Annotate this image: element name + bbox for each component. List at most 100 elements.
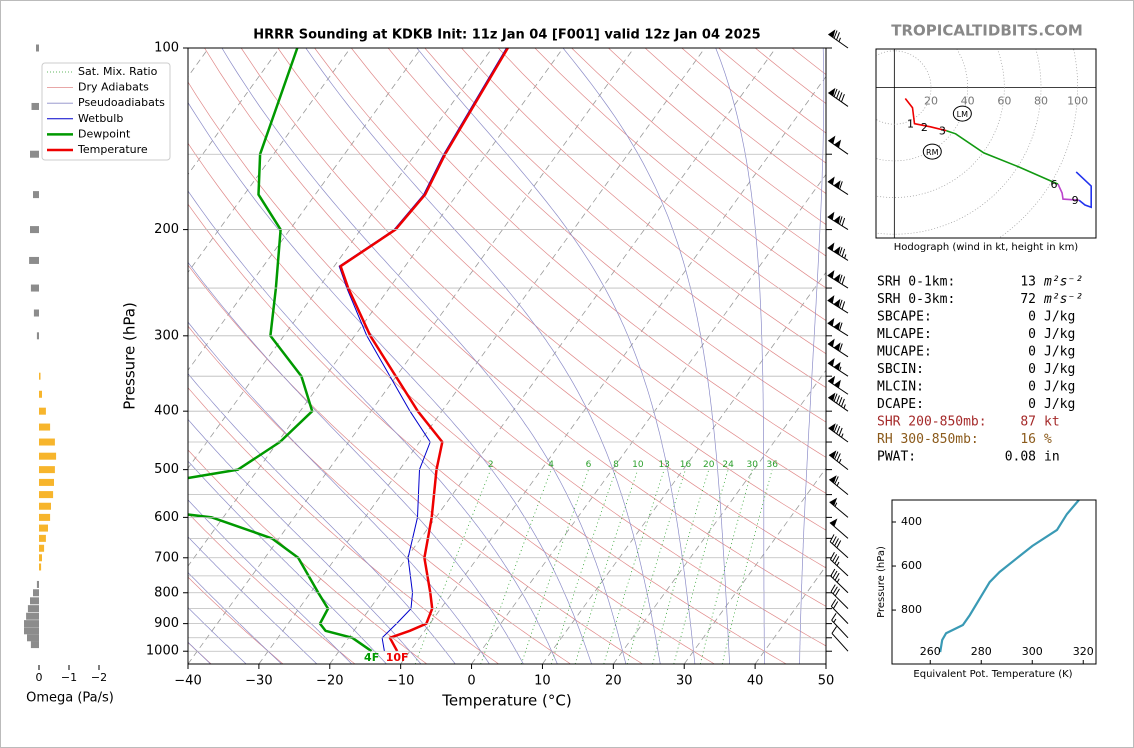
barb-full	[832, 554, 838, 562]
barb-staff	[828, 454, 849, 471]
hodo-ring-label: 100	[1067, 95, 1088, 108]
y-tick-label: 500	[154, 462, 179, 477]
omega-bar	[27, 634, 39, 642]
barb-flag	[828, 423, 836, 432]
surface-label: 4F	[364, 651, 379, 664]
wind-barb	[830, 552, 849, 577]
isotherm	[188, 48, 280, 176]
isotherm	[329, 48, 777, 664]
barb-flag	[833, 180, 841, 189]
mixing-ratio-line	[626, 469, 686, 664]
plot-frame	[187, 47, 827, 665]
barb-staff	[830, 606, 849, 624]
wind-barb	[827, 338, 849, 358]
barb-full	[831, 536, 837, 544]
pseudoadiabat	[188, 321, 490, 664]
mixing-ratio-label: 20	[703, 460, 715, 470]
mixing-ratio-label: 13	[658, 460, 669, 470]
barb-flag	[827, 270, 835, 279]
thetae-line	[939, 500, 1080, 653]
thetae-x-label: Equivalent Pot. Temperature (K)	[913, 669, 1072, 680]
barb-full	[830, 584, 836, 592]
wind-barb	[829, 534, 849, 559]
hodo-line	[904, 98, 947, 132]
mixing-ratio-label: 30	[747, 460, 759, 470]
barb-half	[838, 458, 842, 464]
stat-unit: J/kg	[1044, 362, 1075, 377]
dry-adiabat	[188, 264, 643, 664]
barb-full	[839, 322, 843, 331]
omega-bar	[30, 226, 39, 234]
wind-barb	[830, 599, 849, 624]
barb-flag	[827, 358, 835, 367]
mixing-ratio-line	[721, 469, 773, 664]
dry-adiabat	[461, 48, 826, 355]
stat-label: SRH 0-3km:	[877, 292, 955, 307]
barb-full	[836, 90, 840, 99]
stat-label: SHR 200-850mb:	[877, 415, 987, 430]
x-tick-label: 10	[534, 674, 551, 689]
barb-full	[834, 476, 839, 485]
stat-label: MLCIN:	[877, 380, 924, 395]
barb-half	[841, 433, 844, 438]
stat-label: MUCAPE:	[877, 345, 932, 360]
stat-value: 0	[1028, 327, 1036, 342]
y-tick-label: 1000	[146, 644, 179, 659]
omega-bar	[36, 332, 39, 340]
isotherm	[542, 271, 826, 664]
hodo-height-label: 1	[907, 118, 914, 131]
barb-full	[841, 248, 846, 257]
omega-bar	[33, 191, 39, 199]
wind-barb	[827, 176, 849, 196]
x-axis-label: Temperature (°C)	[441, 692, 571, 710]
wind-barb	[831, 626, 849, 652]
barb-full	[830, 599, 837, 607]
omega-axis-label: Omega (Pa/s)	[26, 691, 114, 706]
stat-unit: J/kg	[1044, 397, 1075, 412]
hodo-height-label: 2	[921, 121, 928, 134]
wind-barb	[827, 358, 849, 377]
pseudoadiabat	[799, 48, 825, 664]
barb-half	[834, 502, 838, 507]
barb-half	[839, 366, 842, 371]
mixing-ratio-line	[673, 469, 729, 664]
barb-flag	[827, 211, 835, 220]
barb-full	[830, 552, 835, 560]
pseudoadiabat	[562, 48, 731, 664]
thetae-y-tick: 800	[901, 603, 922, 616]
isotherm	[188, 48, 351, 274]
barb-flag	[833, 379, 841, 389]
dry-adiabat	[387, 48, 826, 423]
y-tick-label: 400	[154, 404, 179, 419]
profile-line	[188, 48, 373, 653]
stat-unit: J/kg	[1044, 345, 1075, 360]
barb-full	[833, 30, 838, 39]
barb-flag	[827, 176, 835, 185]
thetae-y-tick: 600	[901, 559, 922, 572]
isotherm	[188, 48, 422, 371]
barb-full	[841, 217, 846, 227]
stat-value: 0	[1028, 397, 1036, 412]
barb-flag	[829, 497, 838, 506]
barb-full	[834, 572, 840, 581]
dry-adiabat	[188, 576, 284, 664]
x-tick-label: −10	[387, 674, 414, 689]
barb-staff	[829, 541, 849, 559]
wind-barb	[828, 29, 849, 49]
barb-staff	[831, 633, 849, 652]
wind-barb	[827, 211, 849, 231]
x-tick-label: 20	[605, 674, 622, 689]
x-tick-label: 0	[467, 674, 475, 689]
barb-full	[832, 570, 838, 579]
chart-title: HRRR Sounding at KDKB Init: 11z Jan 04 […	[253, 28, 760, 43]
hodo-ring	[876, 49, 968, 162]
barb-flag	[828, 135, 836, 144]
barb-flag	[833, 321, 841, 330]
wind-barb	[828, 392, 849, 412]
pseudoadiabat	[416, 48, 696, 664]
barb-full	[840, 93, 845, 103]
omega-bar	[39, 563, 42, 571]
wind-barb	[830, 568, 849, 594]
storm-motion-marker	[952, 105, 972, 122]
